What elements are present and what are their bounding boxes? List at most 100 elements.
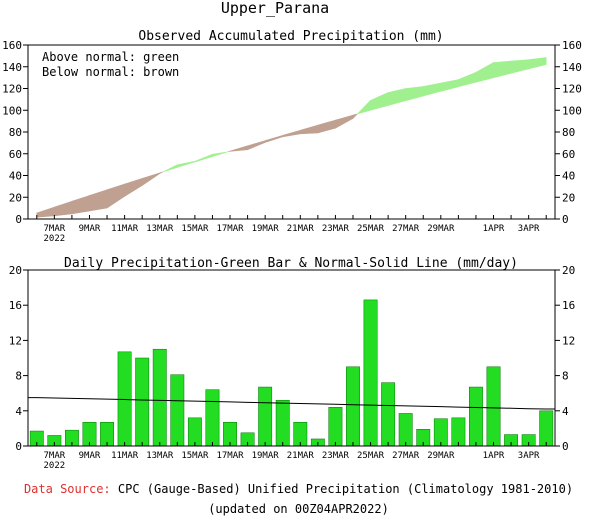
daily-bar (486, 366, 501, 447)
x-tick-label: 19MAR (252, 451, 280, 461)
daily-bar (469, 386, 483, 447)
y-tick-label-right: 120 (562, 83, 582, 96)
daily-axis-layer: 0 0 4 4 8 8 12 12 16 16 20 20 7MAR 9MAR 11MAR 13MAR 15MA… (9, 264, 576, 471)
x-tick-label: 27MAR (392, 224, 420, 234)
x-tick-label: 25MAR (357, 224, 385, 234)
accum-diff-segment (335, 114, 354, 129)
daily-bar-layer (29, 299, 554, 447)
x-tick-label: 9MAR (79, 451, 101, 461)
accum-diff-segment (159, 171, 164, 175)
y-tick-label-right: 40 (562, 170, 575, 183)
accum-diff-segment (458, 71, 477, 88)
accumulated-panel: Observed Accumulated Precipitation (mm) … (2, 29, 582, 244)
accum-diff-segment (387, 88, 406, 106)
daily-bar (170, 374, 185, 447)
accum-diff-segment (177, 160, 196, 168)
daily-bar (187, 417, 202, 447)
x-tick-label: 1APR (483, 451, 505, 461)
y-tick-label-right: 20 (562, 191, 575, 204)
updated-line: (updated on 00Z04APR2022) (208, 502, 389, 516)
x-tick-label: 21MAR (287, 224, 315, 234)
accum-diff-segment (299, 124, 319, 135)
x-tick-label: 21MAR (287, 451, 315, 461)
source-text: CPC (Gauge-Based) Unified Precipitation … (117, 482, 574, 496)
x-tick-label: 25MAR (357, 451, 385, 461)
x-year-label: 2022 (44, 234, 66, 244)
y-tick-label-right: 80 (562, 126, 575, 139)
x-tick-label: 19MAR (252, 224, 280, 234)
x-tick-label: 11MAR (111, 451, 139, 461)
y-tick-label-left: 20 (9, 191, 22, 204)
y-tick-label-left: 40 (9, 170, 22, 183)
x-tick-label: 29MAR (427, 451, 455, 461)
x-tick-label: 27MAR (392, 451, 420, 461)
accum-diff-segment (36, 206, 55, 218)
daily-bar (381, 382, 396, 447)
accum-diff-segment (440, 79, 459, 92)
accum-diff-segment (194, 153, 213, 163)
accum-diff-segment (163, 164, 178, 173)
daily-bar (117, 351, 132, 447)
x-tick-label: 3APR (518, 224, 540, 234)
y-tick-label-right: 160 (562, 39, 582, 52)
daily-bar (328, 407, 343, 447)
x-tick-label: 13MAR (146, 224, 174, 234)
legend-below: Below normal: brown (42, 65, 179, 79)
accum-diff-segment (212, 151, 229, 157)
x-tick-label: 13MAR (146, 451, 174, 461)
y-tick-label-left: 12 (9, 334, 22, 347)
y-tick-label-left: 0 (15, 440, 22, 453)
x-tick-label: 29MAR (427, 224, 455, 234)
accum-axis-layer: 0 0 20 20 40 40 60 60 80 80 100 100 120 120 140 140 160 1… (2, 39, 582, 244)
accum-diff-segment (352, 113, 359, 120)
y-tick-label-left: 8 (15, 370, 22, 383)
accum-diff-segment (264, 134, 284, 143)
accum-diff-segment (54, 200, 73, 217)
x-tick-label: 23MAR (322, 224, 350, 234)
x-tick-label: 15MAR (181, 224, 209, 234)
y-tick-label-right: 140 (562, 61, 582, 74)
accum-fill-layer (36, 57, 547, 218)
daily-bar (433, 418, 448, 447)
accum-diff-segment (247, 140, 266, 151)
accum-diff-segment (356, 99, 371, 115)
y-tick-label-left: 0 (15, 213, 22, 226)
daily-bar (363, 299, 378, 447)
y-tick-label-left: 20 (9, 264, 22, 277)
accum-diff-segment (493, 60, 512, 79)
y-tick-label-right: 0 (562, 213, 569, 226)
accum-diff-segment (141, 172, 161, 187)
legend-above: Above normal: green (42, 50, 179, 64)
accum-diff-segment (510, 59, 529, 74)
y-tick-label-left: 120 (2, 83, 22, 96)
accum-diff-segment (317, 119, 336, 134)
y-tick-label-right: 12 (562, 334, 575, 347)
x-tick-label: 7MAR (44, 451, 66, 461)
y-tick-label-right: 20 (562, 264, 575, 277)
daily-bar (152, 348, 167, 447)
accum-diff-segment (528, 57, 547, 70)
daily-title: Daily Precipitation-Green Bar & Normal-S… (64, 256, 518, 271)
source-label: Data Source: (23, 482, 111, 496)
source-line: Data Source: CPC (Gauge-Based) Unified P… (0, 482, 597, 496)
x-tick-label: 11MAR (111, 224, 139, 234)
daily-plot-frame (27, 269, 556, 447)
y-tick-label-right: 4 (562, 405, 569, 418)
daily-bar (539, 410, 554, 447)
normal-line (28, 397, 555, 410)
daily-panel: Daily Precipitation-Green Bar & Normal-S… (9, 256, 576, 471)
x-tick-label: 17MAR (216, 224, 244, 234)
y-tick-label-right: 100 (562, 104, 582, 117)
x-tick-label: 1APR (483, 224, 505, 234)
accum-diff-segment (71, 195, 90, 215)
main-title: Upper_Parana (221, 0, 329, 17)
x-tick-label: 23MAR (322, 451, 350, 461)
y-tick-label-left: 100 (2, 104, 22, 117)
y-tick-label-right: 60 (562, 148, 575, 161)
y-tick-label-right: 16 (562, 299, 575, 312)
y-tick-label-right: 0 (562, 440, 569, 453)
daily-bar (275, 399, 290, 447)
daily-bar (135, 357, 150, 447)
y-tick-label-left: 4 (15, 405, 22, 418)
